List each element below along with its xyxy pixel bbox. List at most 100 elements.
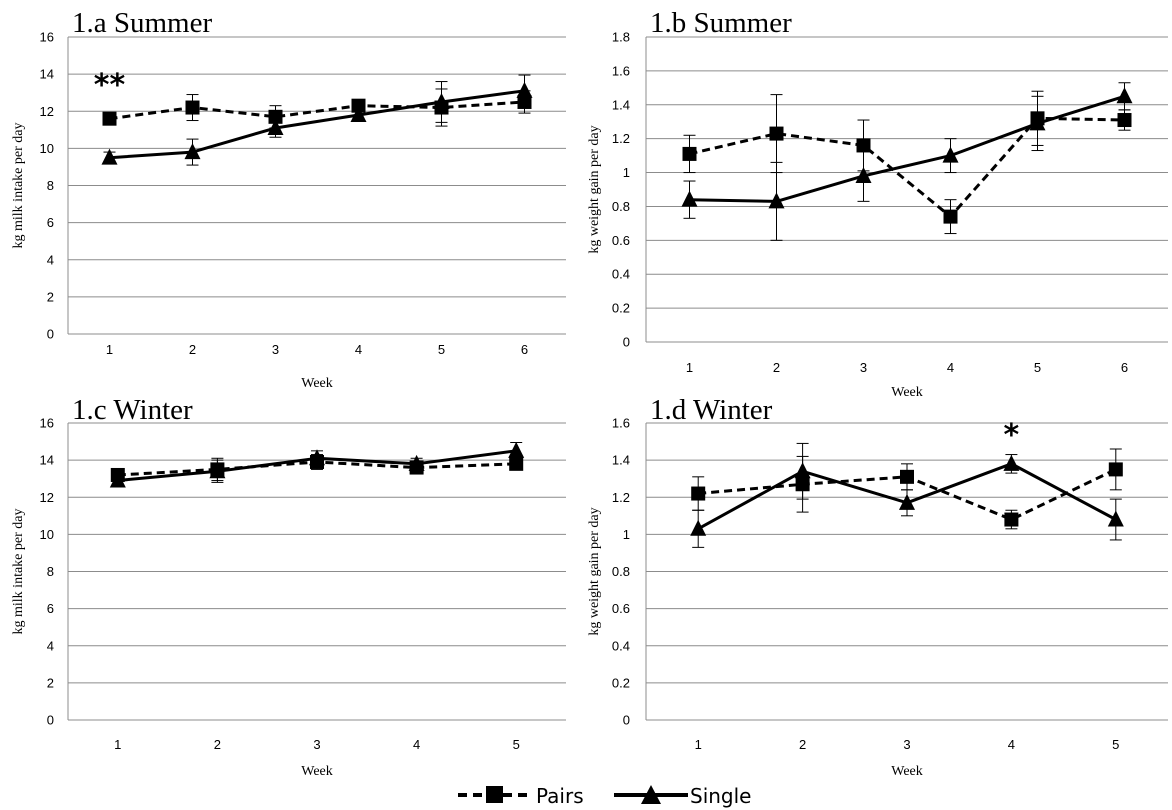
y-tick-label: 12 [40,490,54,505]
data-point-pairs [268,109,283,124]
x-tick-label: 4 [1008,737,1015,752]
x-tick-label: 3 [313,737,320,752]
data-point-pairs [691,486,706,501]
x-axis-label: Week [891,385,923,400]
data-point-single [508,441,525,458]
data-point-single [1003,454,1020,471]
chart-title: 1.c Winter [72,394,193,426]
data-point-pairs [1117,113,1132,128]
y-tick-label: 14 [40,67,54,82]
y-tick-label: 4 [47,252,54,267]
x-tick-label: 4 [947,360,954,375]
data-point-pairs [682,146,697,161]
y-tick-label: 8 [47,178,54,193]
y-tick-label: 4 [47,638,54,653]
y-tick-label: 0.6 [612,233,630,248]
legend-single-label: Single [690,784,751,808]
y-tick-label: 1.2 [612,490,630,505]
data-point-single [942,146,959,163]
y-tick-label: 8 [47,564,54,579]
data-point-pairs [351,98,366,113]
y-tick-label: 10 [40,141,54,156]
data-point-single [109,471,126,488]
legend-single-marker [641,785,661,804]
y-tick-label: 0.8 [612,199,630,214]
legend-pairs-label: Pairs [536,784,584,808]
series-line-single [689,94,1125,203]
x-tick-label: 5 [513,737,520,752]
legend-pairs-marker [486,786,503,803]
y-tick-label: 0.4 [612,267,630,282]
y-tick-label: 1.4 [612,97,630,112]
data-point-single [433,92,450,109]
x-tick-label: 2 [189,342,196,357]
data-point-pairs [856,138,871,153]
data-point-pairs [900,469,914,484]
data-point-pairs [102,111,117,126]
data-point-single [794,462,811,479]
y-tick-label: 0 [623,335,630,350]
data-point-single [690,519,707,536]
x-tick-label: 1 [114,737,121,752]
y-axis-label: kg weight gain per day [587,125,602,253]
significance-marker: ** [94,68,126,103]
y-tick-label: 1.8 [612,30,630,45]
x-axis-label: Week [891,764,923,779]
x-tick-label: 5 [438,342,445,357]
data-point-pairs [509,456,524,471]
data-point-single [309,449,325,466]
x-tick-label: 5 [1112,737,1119,752]
data-point-single [899,493,915,510]
x-tick-label: 2 [799,737,806,752]
chart-title: 1.d Winter [650,394,773,426]
data-point-single [184,143,201,160]
y-tick-label: 1.4 [612,453,630,468]
data-point-pairs [1108,462,1123,477]
chart-panel-2: 1.b Summer 0 0.2 0.4 0.6 0.8 1 1.2 1.4 1.6 1.8 1 2 3 4… [587,7,1168,400]
data-point-single [1116,87,1133,104]
x-tick-label: 4 [413,737,420,752]
y-axis-label: kg weight gain per day [587,507,602,635]
chart-title: 1.a Summer [72,7,212,39]
y-tick-label: 0 [47,713,54,728]
y-tick-label: 0 [623,713,630,728]
y-tick-label: 0.4 [612,638,630,653]
data-point-single [1029,114,1046,131]
x-tick-label: 1 [695,737,702,752]
y-tick-label: 2 [47,289,54,304]
y-tick-label: 0.8 [612,564,630,579]
data-point-single [408,454,425,471]
data-point-single [516,81,533,98]
y-axis-label: kg milk intake per day [11,509,26,635]
x-tick-label: 3 [903,737,910,752]
y-tick-label: 6 [47,215,54,230]
y-tick-label: 0.2 [612,301,630,316]
y-tick-label: 10 [40,527,54,542]
y-tick-label: 6 [47,601,54,616]
x-tick-label: 1 [106,342,113,357]
y-tick-label: 2 [47,675,54,690]
data-point-single [681,190,698,207]
y-tick-label: 0 [47,327,54,342]
x-tick-label: 3 [272,342,279,357]
x-tick-label: 2 [214,737,221,752]
data-point-single [101,148,118,165]
chart-title: 1.b Summer [650,7,792,39]
x-tick-label: 4 [355,342,362,357]
data-point-single [350,105,367,122]
y-tick-label: 0.6 [612,601,630,616]
x-axis-label: Week [301,376,333,391]
y-tick-label: 0.2 [612,675,630,690]
x-tick-label: 5 [1034,360,1041,375]
data-point-single [768,192,785,209]
data-point-pairs [1004,512,1019,527]
y-tick-label: 1.6 [612,63,630,78]
y-tick-label: 1 [623,165,630,180]
significance-marker: * [1004,418,1020,453]
y-tick-label: 16 [40,30,54,45]
x-axis-label: Week [301,764,333,779]
series-line-pairs [109,100,525,121]
x-tick-label: 6 [521,342,528,357]
